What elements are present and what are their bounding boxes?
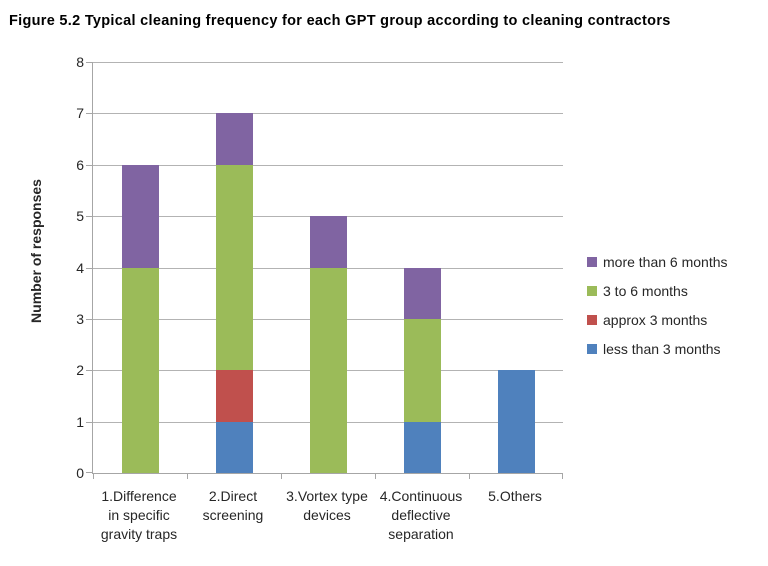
legend-label: approx 3 months — [603, 312, 708, 328]
gridline — [93, 164, 563, 166]
y-tick-label: 0 — [76, 465, 84, 481]
y-tick-label: 1 — [76, 413, 84, 430]
x-tick-mark — [93, 474, 94, 479]
category-label: 3.Vortex type devices — [286, 488, 368, 523]
y-tick-mark — [86, 421, 92, 423]
legend-item: more than 6 months — [587, 252, 728, 272]
legend-item: 3 to 6 months — [587, 281, 728, 301]
category-label: 5.Others — [488, 488, 542, 504]
bar-segment-3-to-6-months — [215, 164, 253, 371]
gridline — [93, 113, 563, 115]
legend-swatch — [587, 257, 597, 267]
y-axis-title: Number of responses — [28, 179, 44, 323]
y-tick-mark — [86, 62, 92, 63]
y-tick-mark — [86, 318, 92, 320]
y-tick-mark — [86, 472, 92, 473]
gridline — [93, 62, 563, 63]
legend-item: approx 3 months — [587, 310, 728, 330]
y-tick-label: 6 — [76, 156, 84, 173]
legend-label: more than 6 months — [603, 254, 728, 270]
bar-segment-3-to-6-months — [121, 267, 159, 473]
y-tick-mark — [86, 216, 92, 218]
y-tick-mark — [86, 370, 92, 372]
legend-swatch — [587, 344, 597, 354]
plot-area — [86, 62, 563, 479]
bar-segment-3-to-6-months — [309, 267, 347, 473]
y-tick-label: 4 — [76, 259, 84, 276]
x-tick-mark — [281, 474, 282, 479]
legend-swatch — [587, 286, 597, 296]
legend-item: less than 3 months — [587, 339, 728, 359]
legend-swatch — [587, 315, 597, 325]
bar-segment-more-than-6-months — [403, 267, 441, 319]
x-tick-mark — [375, 474, 376, 479]
y-tick-label: 5 — [76, 208, 84, 225]
bar-segment-more-than-6-months — [121, 164, 159, 268]
legend: more than 6 months 3 to 6 months approx 3 … — [587, 252, 728, 368]
y-tick-mark — [86, 113, 92, 115]
legend-label: 3 to 6 months — [603, 283, 688, 299]
x-tick-mark — [562, 474, 563, 479]
y-tick-mark — [86, 267, 92, 269]
x-tick-mark — [187, 474, 188, 479]
bar-segment-approx-3-months — [215, 370, 253, 422]
category-label: 1.Difference in specific gravity traps — [100, 488, 178, 542]
y-tick-mark — [86, 164, 92, 166]
x-tick-mark — [469, 474, 470, 479]
bar-segment-more-than-6-months — [309, 216, 347, 268]
category-label: 4.Continuous deflective separation — [379, 488, 463, 542]
bar-segment-3-to-6-months — [403, 318, 441, 422]
bar-segment-less-than-3-months — [215, 421, 253, 473]
y-tick-label: 8 — [76, 54, 84, 70]
legend-label: less than 3 months — [603, 341, 721, 357]
y-tick-label: 2 — [76, 362, 84, 379]
figure-title: Figure 5.2 Typical cleaning frequency fo… — [9, 13, 671, 29]
bar-segment-less-than-3-months — [403, 421, 441, 473]
bar-segment-more-than-6-months — [215, 113, 253, 165]
y-tick-label: 7 — [76, 105, 84, 122]
bar-segment-less-than-3-months — [497, 370, 535, 473]
category-label: 2.Direct screening — [202, 488, 264, 523]
y-tick-label: 3 — [76, 310, 84, 327]
